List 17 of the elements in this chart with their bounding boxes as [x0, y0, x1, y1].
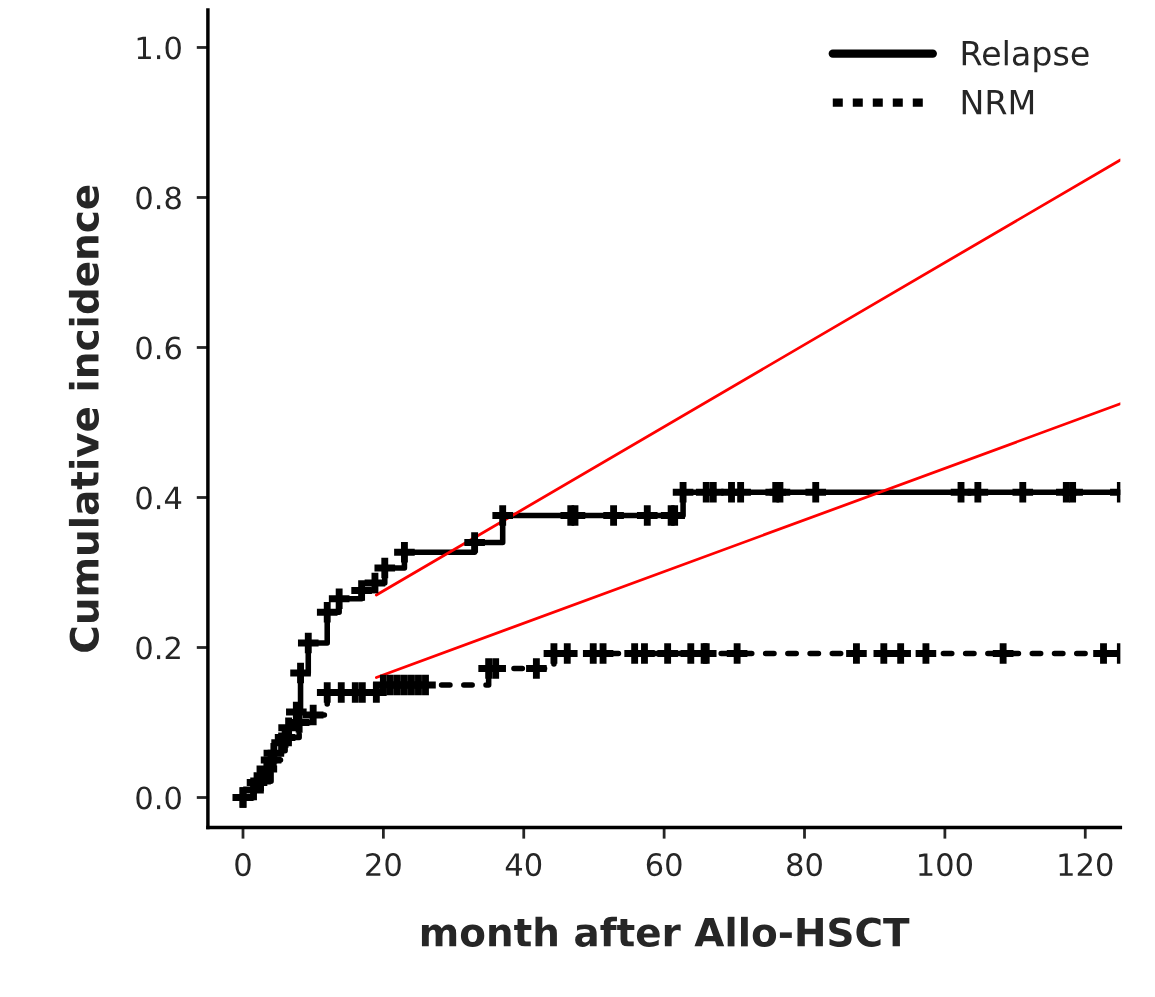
y-tick-label: 0.2 [136, 636, 180, 660]
legend-label: NRM [962, 89, 1034, 115]
x-tick-label: 80 [787, 853, 822, 877]
y-tick-label: 0.4 [136, 486, 182, 510]
x-tick-label: 60 [646, 853, 682, 877]
y-tick-label: 1.0 [137, 36, 181, 60]
x-tick-label: 20 [366, 853, 401, 877]
y-tick-label: 0.0 [136, 786, 181, 810]
x-tick-label: 40 [505, 853, 542, 877]
y-axis-title: Cumulative incidence [68, 185, 99, 652]
y-tick-label: 0.8 [136, 186, 181, 210]
x-axis-title: month after Allo-HSCT [421, 916, 910, 947]
x-tick-label: 120 [1059, 853, 1113, 877]
legend-label: Relapse [962, 39, 1089, 73]
y-tick-label: 0.6 [136, 336, 181, 360]
x-tick-label: 0 [235, 853, 251, 877]
x-tick-label: 100 [919, 853, 973, 877]
